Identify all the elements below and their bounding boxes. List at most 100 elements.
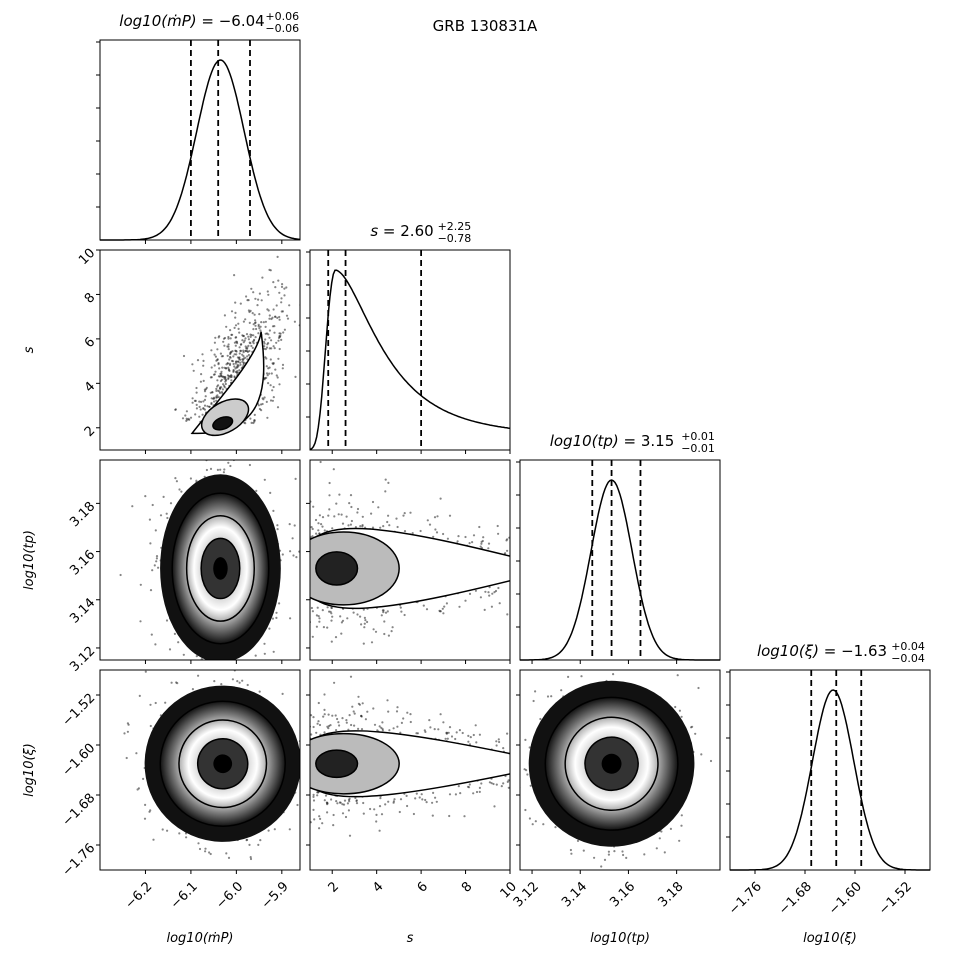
scatter-point bbox=[341, 717, 344, 720]
scatter-point bbox=[234, 344, 237, 347]
scatter-point bbox=[622, 853, 625, 857]
scatter-point bbox=[381, 721, 384, 724]
scatter-point bbox=[506, 613, 509, 616]
scatter-point bbox=[448, 814, 451, 818]
scatter-point bbox=[178, 832, 181, 835]
scatter-point bbox=[515, 760, 517, 762]
scatter-point bbox=[658, 837, 661, 840]
scatter-point bbox=[311, 635, 314, 638]
scatter-point bbox=[243, 421, 246, 424]
scatter-point bbox=[266, 290, 269, 293]
scatter-point bbox=[400, 721, 403, 725]
density-layer bbox=[310, 675, 517, 837]
scatter-point bbox=[529, 784, 532, 787]
scatter-point bbox=[534, 820, 537, 823]
scatter-point bbox=[409, 720, 412, 724]
scatter-point bbox=[428, 523, 432, 526]
scatter-point bbox=[387, 481, 390, 484]
scatter-point bbox=[283, 294, 286, 297]
scatter-point bbox=[272, 308, 275, 311]
panel-frame bbox=[99, 39, 301, 241]
density-peak bbox=[213, 754, 233, 774]
scatter-point bbox=[721, 571, 723, 573]
scatter-point bbox=[467, 734, 470, 738]
scatter-point bbox=[265, 365, 268, 368]
scatter-point bbox=[200, 400, 203, 403]
scatter-point bbox=[220, 370, 223, 373]
scatter-point bbox=[282, 331, 285, 334]
scatter-point bbox=[174, 408, 177, 411]
scatter-point bbox=[178, 488, 181, 491]
scatter-point bbox=[347, 809, 350, 812]
scatter-point bbox=[189, 477, 192, 480]
scatter-point bbox=[272, 281, 275, 284]
scatter-point bbox=[329, 724, 332, 727]
scatter-point bbox=[194, 413, 197, 416]
scatter-point bbox=[249, 856, 252, 859]
scatter-point bbox=[446, 537, 449, 540]
panel-frame bbox=[729, 669, 931, 871]
scatter-point bbox=[495, 740, 498, 743]
scatter-point bbox=[454, 793, 457, 796]
scatter-point bbox=[332, 813, 335, 817]
scatter-point bbox=[216, 348, 219, 351]
scatter-point bbox=[303, 770, 305, 772]
scatter-point bbox=[252, 328, 255, 331]
scatter-point bbox=[268, 372, 271, 375]
scatter-point bbox=[369, 807, 372, 811]
scatter-point bbox=[443, 605, 446, 608]
scatter-point bbox=[213, 364, 216, 367]
scatter-point bbox=[403, 613, 406, 617]
scatter-point bbox=[211, 391, 214, 394]
scatter-point bbox=[363, 616, 366, 620]
scatter-point bbox=[322, 626, 325, 629]
scatter-point bbox=[252, 334, 255, 337]
scatter-point bbox=[291, 537, 294, 540]
scatter-point bbox=[387, 514, 390, 517]
scatter-point bbox=[126, 730, 129, 733]
panel-frame bbox=[309, 249, 511, 451]
scatter-point bbox=[148, 518, 151, 521]
scatter-point bbox=[264, 325, 267, 328]
scatter-point bbox=[439, 610, 442, 613]
hist-tp-curve bbox=[520, 479, 720, 661]
scatter-point bbox=[181, 417, 185, 420]
scatter-point bbox=[236, 342, 239, 345]
scatter-point bbox=[323, 708, 326, 712]
scatter-point bbox=[513, 743, 515, 745]
scatter-point bbox=[220, 355, 223, 358]
scatter-point bbox=[358, 703, 361, 706]
scatter-point bbox=[221, 366, 224, 369]
scatter-point bbox=[183, 451, 185, 453]
scatter-point bbox=[195, 479, 198, 482]
scatter-point bbox=[386, 610, 389, 613]
scatter-point bbox=[352, 710, 355, 713]
scatter-point bbox=[458, 729, 461, 732]
scatter-point bbox=[386, 699, 389, 702]
scatter-point bbox=[515, 569, 517, 571]
scatter-point bbox=[242, 341, 245, 344]
scatter-point bbox=[478, 786, 481, 790]
scatter-point bbox=[185, 419, 188, 422]
scatter-point bbox=[362, 812, 365, 815]
scatter-point bbox=[421, 798, 424, 801]
scatter-point bbox=[341, 619, 345, 622]
scatter-point bbox=[271, 316, 274, 319]
scatter-point bbox=[162, 495, 165, 498]
scatter-point bbox=[258, 327, 261, 330]
scatter-point bbox=[312, 725, 315, 729]
scatter-point bbox=[343, 799, 347, 802]
scatter-point bbox=[212, 397, 215, 400]
scatter-point bbox=[375, 820, 378, 823]
scatter-point bbox=[166, 829, 169, 832]
scatter-panel-mdot-tp bbox=[96, 451, 301, 664]
scatter-point bbox=[119, 573, 122, 577]
scatter-point bbox=[199, 408, 202, 411]
scatter-point bbox=[251, 346, 254, 349]
scatter-point bbox=[388, 729, 391, 732]
scatter-point bbox=[195, 391, 198, 394]
scatter-point bbox=[271, 389, 274, 392]
scatter-point bbox=[472, 534, 476, 537]
scatter-point bbox=[317, 615, 320, 618]
